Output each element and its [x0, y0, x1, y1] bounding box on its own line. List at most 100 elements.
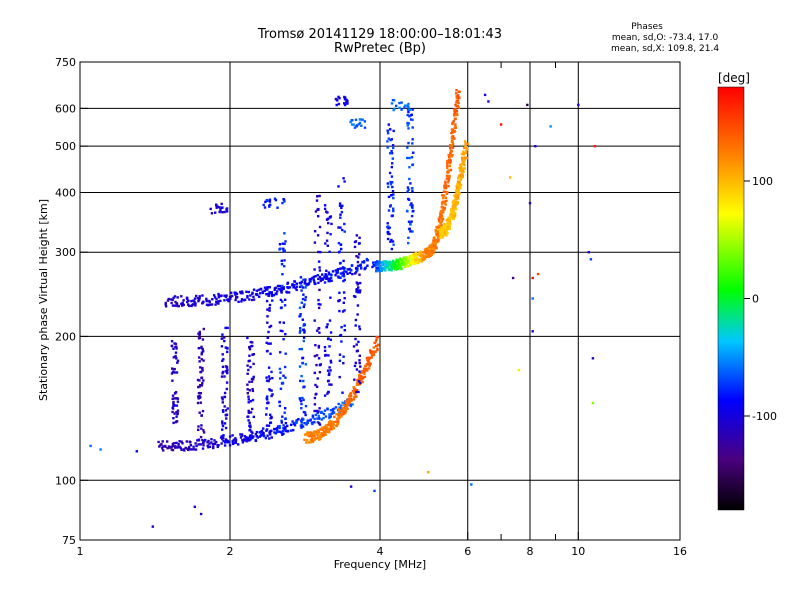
- data-point: [343, 102, 346, 105]
- data-point: [318, 225, 322, 229]
- data-point: [260, 429, 263, 433]
- data-point: [224, 346, 227, 349]
- data-point: [180, 295, 183, 298]
- data-point: [591, 401, 595, 405]
- data-point: [181, 301, 184, 305]
- data-point: [301, 286, 305, 289]
- data-point: [223, 391, 227, 395]
- data-point: [265, 379, 269, 382]
- data-point: [281, 273, 284, 276]
- data-point: [266, 308, 269, 311]
- data-point: [193, 505, 196, 508]
- data-point: [267, 292, 270, 295]
- data-point: [465, 148, 468, 151]
- data-point: [319, 303, 322, 306]
- data-point: [309, 280, 312, 283]
- data-point: [304, 413, 307, 417]
- data-point: [224, 426, 228, 430]
- data-point: [276, 206, 279, 209]
- data-point: [369, 351, 373, 355]
- data-point: [198, 379, 201, 382]
- data-point: [297, 418, 300, 421]
- data-point: [317, 302, 320, 306]
- data-point: [247, 398, 250, 401]
- data-point: [331, 408, 335, 411]
- data-point: [370, 350, 373, 353]
- data-point: [410, 113, 413, 116]
- data-point: [200, 424, 203, 427]
- data-point: [251, 353, 254, 356]
- y-tick-label: 500: [55, 140, 76, 153]
- data-point: [380, 263, 384, 266]
- data-point: [348, 400, 351, 403]
- data-point: [265, 424, 269, 427]
- data-point: [414, 258, 418, 261]
- data-point: [454, 203, 457, 206]
- data-point: [338, 359, 342, 362]
- data-point: [317, 357, 321, 360]
- data-point: [517, 368, 521, 372]
- data-point: [290, 429, 293, 432]
- data-point: [197, 332, 200, 335]
- data-point: [223, 375, 226, 378]
- data-point: [334, 274, 337, 277]
- data-point: [206, 441, 209, 444]
- data-point: [161, 440, 164, 443]
- data-point: [333, 420, 336, 424]
- data-point: [358, 376, 361, 379]
- data-point: [265, 376, 268, 379]
- data-point: [386, 146, 389, 149]
- data-point: [450, 209, 454, 212]
- data-point: [454, 211, 457, 215]
- data-point: [321, 428, 325, 432]
- data-point: [407, 110, 410, 114]
- data-point: [342, 177, 345, 180]
- data-point: [371, 352, 374, 355]
- data-point: [199, 384, 202, 387]
- data-point: [224, 409, 228, 412]
- data-point: [409, 257, 413, 260]
- data-point: [323, 281, 327, 284]
- data-point: [293, 280, 297, 283]
- data-point: [266, 349, 269, 353]
- data-point: [362, 367, 366, 370]
- data-point: [223, 299, 226, 302]
- data-point: [199, 512, 203, 516]
- data-point: [407, 241, 410, 245]
- data-point: [219, 294, 222, 298]
- data-point: [340, 411, 344, 414]
- data-point: [316, 329, 319, 332]
- data-point: [336, 422, 340, 426]
- data-point: [210, 438, 213, 441]
- data-point: [340, 415, 343, 418]
- data-point: [225, 208, 228, 211]
- data-point: [282, 424, 285, 427]
- data-point: [212, 445, 215, 448]
- data-point: [192, 299, 195, 302]
- data-point: [237, 443, 240, 446]
- data-point: [441, 218, 445, 221]
- data-point: [335, 420, 338, 423]
- data-point: [201, 438, 204, 442]
- data-point: [270, 389, 273, 392]
- data-point: [259, 288, 262, 291]
- data-point: [358, 242, 361, 245]
- data-point: [281, 242, 284, 245]
- data-point: [363, 120, 367, 123]
- data-point: [402, 256, 405, 259]
- data-point: [406, 156, 409, 160]
- data-point: [324, 430, 327, 434]
- data-point: [276, 430, 279, 434]
- x-tick-label: 10: [571, 545, 585, 558]
- data-point: [175, 302, 179, 306]
- data-point: [268, 198, 272, 201]
- data-point: [451, 131, 454, 134]
- data-point: [367, 359, 370, 363]
- data-point: [175, 345, 178, 348]
- data-point: [374, 340, 378, 343]
- data-point: [228, 444, 232, 447]
- data-point: [343, 297, 346, 300]
- data-point: [254, 439, 258, 442]
- data-point: [363, 372, 366, 375]
- data-point: [208, 303, 211, 306]
